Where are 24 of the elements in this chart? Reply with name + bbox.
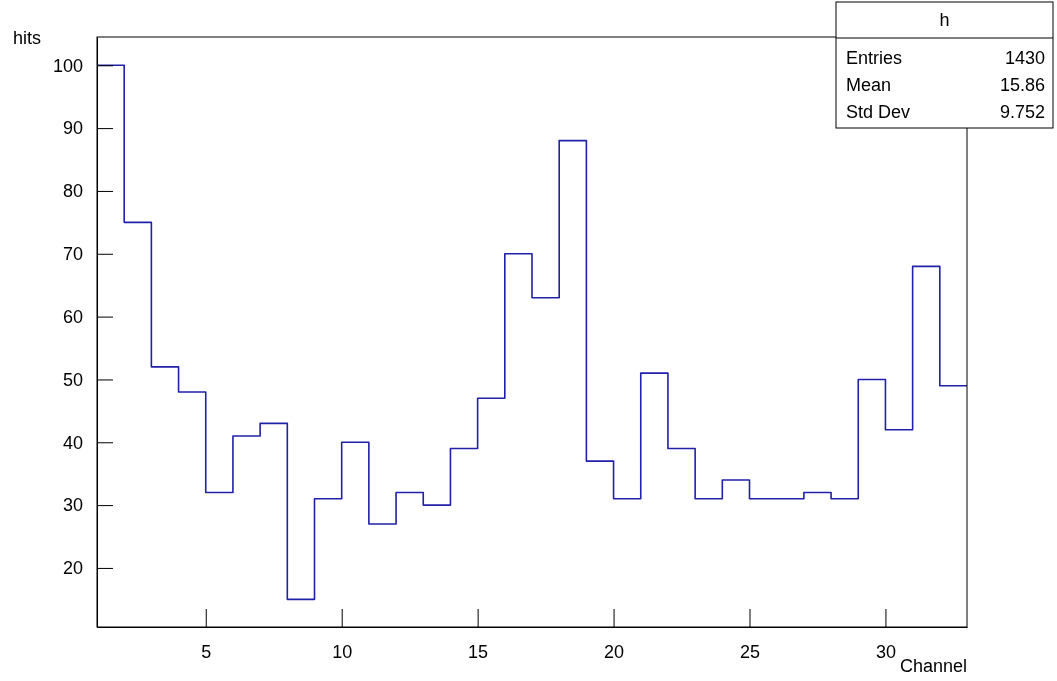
x-tick-label: 20 — [604, 641, 625, 662]
x-tick-label: 15 — [468, 641, 489, 662]
text: 15.86 — [999, 75, 1045, 95]
y-tick-label: 50 — [62, 369, 83, 390]
y-tick-label: 90 — [62, 118, 83, 139]
x-tick-label: 30 — [875, 641, 896, 662]
y-tick-label: 20 — [62, 558, 83, 579]
text: h — [939, 10, 950, 30]
annotation: Entries — [846, 48, 903, 68]
y-tick-label: 100 — [52, 55, 83, 76]
x-tick-label: 5 — [201, 641, 212, 662]
x-tick-label: 25 — [739, 641, 761, 662]
y-tick-label: 60 — [62, 306, 83, 327]
y-tick-label: 40 — [62, 432, 83, 453]
x-axis-title: Channel — [899, 656, 967, 676]
y-axis-title: hits — [12, 28, 42, 48]
annotation: Std Dev — [846, 102, 911, 122]
y-tick-label: 70 — [62, 244, 83, 265]
y-tick-label: 80 — [62, 181, 83, 202]
text: 1430 — [1004, 48, 1045, 68]
annotation: Mean — [846, 75, 892, 95]
x-tick-label: 10 — [332, 641, 353, 662]
text: 9.752 — [999, 102, 1045, 122]
y-tick-label: 30 — [62, 495, 83, 516]
